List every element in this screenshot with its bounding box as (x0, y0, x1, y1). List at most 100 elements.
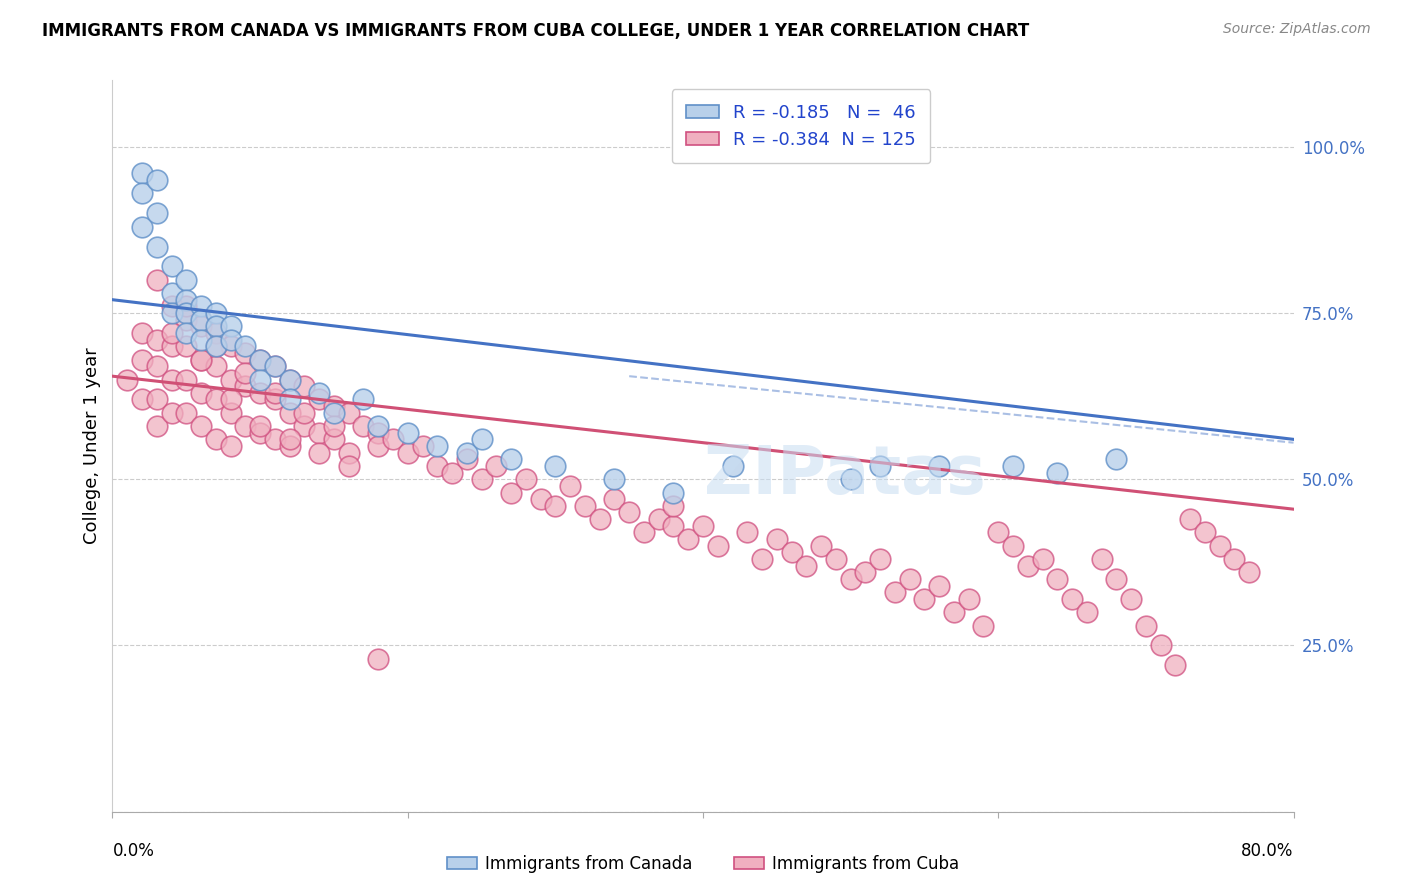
Point (174, 306, 197, 320)
Point (456, 445, 478, 459)
Point (219, 406, 242, 420)
Point (264, 359, 287, 374)
Point (249, 352, 271, 367)
Point (957, 591, 980, 606)
Point (456, 452, 478, 467)
Point (501, 485, 523, 500)
Point (558, 479, 582, 493)
Point (1032, 552, 1054, 566)
Legend: Immigrants from Canada, Immigrants from Cuba: Immigrants from Canada, Immigrants from … (440, 848, 966, 880)
Point (205, 306, 228, 320)
Point (160, 372, 183, 386)
Point (603, 472, 626, 486)
Point (396, 425, 419, 440)
Point (174, 326, 197, 340)
Point (278, 433, 301, 447)
Text: ZIPatas: ZIPatas (704, 442, 986, 508)
Point (662, 499, 685, 513)
Point (292, 379, 315, 393)
Point (323, 406, 346, 420)
Point (411, 439, 433, 453)
Point (839, 472, 862, 486)
Text: 80.0%: 80.0% (1241, 842, 1294, 860)
Point (692, 518, 714, 533)
Point (323, 399, 346, 413)
Point (751, 552, 773, 566)
Point (233, 419, 256, 434)
Point (898, 572, 921, 586)
Point (869, 552, 891, 566)
Point (233, 379, 256, 393)
Point (796, 558, 818, 573)
Point (174, 339, 197, 353)
Point (367, 419, 389, 434)
Point (190, 352, 212, 367)
Point (721, 458, 744, 473)
Point (1164, 658, 1187, 673)
Point (662, 485, 685, 500)
Point (264, 392, 287, 407)
Point (174, 406, 197, 420)
Point (308, 425, 330, 440)
Point (219, 319, 242, 334)
Point (1194, 525, 1216, 540)
Point (1091, 552, 1114, 566)
Point (205, 359, 228, 374)
Point (233, 366, 256, 380)
Point (160, 286, 183, 301)
Point (249, 372, 271, 386)
Point (219, 372, 242, 386)
Point (174, 372, 197, 386)
Point (1001, 458, 1024, 473)
Point (810, 539, 832, 553)
Point (1046, 572, 1069, 586)
Point (174, 273, 197, 287)
Point (396, 445, 419, 459)
Point (146, 333, 169, 347)
Point (441, 466, 464, 480)
Point (249, 385, 271, 400)
Point (190, 299, 212, 313)
Point (205, 319, 228, 334)
Point (1239, 566, 1261, 580)
Point (160, 260, 183, 274)
Point (308, 392, 330, 407)
Point (190, 312, 212, 326)
Point (352, 419, 374, 434)
Point (308, 385, 330, 400)
Point (205, 392, 228, 407)
Point (973, 618, 995, 632)
Point (174, 312, 197, 326)
Point (544, 458, 567, 473)
Point (529, 492, 551, 507)
Point (146, 206, 169, 220)
Point (160, 406, 183, 420)
Point (737, 525, 759, 540)
Point (1017, 558, 1039, 573)
Point (706, 539, 728, 553)
Point (190, 333, 212, 347)
Point (869, 458, 891, 473)
Point (131, 166, 153, 180)
Point (219, 392, 242, 407)
Point (323, 419, 346, 434)
Point (278, 392, 301, 407)
Point (1076, 605, 1098, 619)
Point (824, 552, 846, 566)
Point (146, 359, 169, 374)
Point (205, 433, 228, 447)
Point (131, 352, 153, 367)
Point (470, 433, 494, 447)
Point (928, 458, 950, 473)
Point (323, 433, 346, 447)
Point (337, 445, 360, 459)
Point (766, 532, 789, 546)
Point (367, 652, 389, 666)
Point (205, 339, 228, 353)
Legend: R = -0.185   N =  46, R = -0.384  N = 125: R = -0.185 N = 46, R = -0.384 N = 125 (672, 89, 931, 163)
Point (1119, 591, 1142, 606)
Point (278, 406, 301, 420)
Point (219, 333, 242, 347)
Point (1046, 466, 1069, 480)
Point (678, 532, 700, 546)
